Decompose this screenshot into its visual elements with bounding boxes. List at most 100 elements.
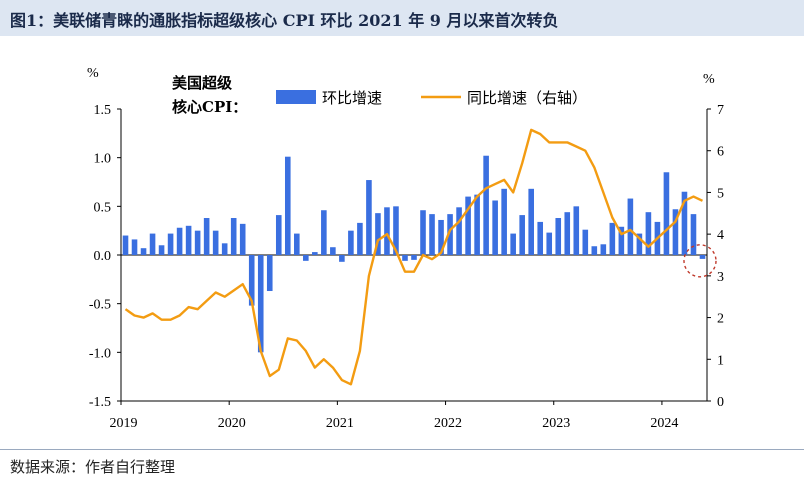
bar: [339, 255, 345, 262]
bar: [248, 255, 255, 306]
bar: [239, 223, 246, 255]
x-tick-label: 2022: [434, 416, 462, 431]
chart: % % 1.5 1.0 0.5 0.0 -0.5 -1.0 -1.5 7 6 5 4 3 2 1 0 2019 20…: [87, 66, 724, 431]
bar: [501, 188, 507, 255]
bar: [609, 222, 616, 255]
bar: [564, 212, 571, 255]
right-tick-label: 5: [717, 186, 724, 201]
source-divider: [0, 449, 804, 450]
right-unit-label: %: [703, 72, 715, 87]
right-tick-label: 2: [717, 312, 724, 327]
bar: [131, 239, 138, 255]
bar: [203, 218, 210, 255]
bar: [663, 172, 670, 255]
annotation: [683, 244, 717, 278]
highlight-circle: [683, 244, 717, 278]
bar: [456, 207, 462, 255]
bar: [492, 200, 498, 255]
bar: [303, 255, 309, 261]
right-tick-label: 7: [717, 103, 724, 118]
right-tick-label: 0: [717, 395, 724, 410]
series-label-line-2: 核心CPI：: [172, 98, 247, 116]
left-tick-label: -1.0: [89, 346, 111, 361]
bar: [618, 226, 625, 255]
bar: [699, 255, 706, 259]
x-tick-label: 2023: [542, 416, 570, 431]
bar: [312, 252, 318, 255]
bar: [582, 229, 589, 255]
bar: [221, 243, 228, 255]
line-series: [124, 128, 704, 386]
right-tick-label: 6: [717, 145, 724, 160]
source-note: 数据来源：作者自行整理: [10, 458, 176, 476]
bar: [411, 255, 417, 260]
x-tick-label: 2020: [218, 416, 246, 431]
left-tick-label: 1.5: [94, 103, 112, 118]
bar: [519, 215, 525, 255]
bar: [348, 230, 354, 255]
bar: [284, 156, 291, 255]
bar: [357, 222, 363, 255]
bar: [393, 206, 399, 255]
bar: [537, 221, 544, 255]
x-tick-label: 2024: [650, 416, 678, 431]
left-tick-label: -1.5: [89, 395, 111, 410]
bar: [366, 180, 372, 255]
bar: [330, 247, 336, 255]
bar: [212, 230, 219, 255]
legend-line-label: 同比增速（右轴）: [467, 89, 587, 107]
series-label-line-1: 美国超级: [172, 74, 233, 92]
left-tick-label: 0.0: [94, 249, 112, 264]
left-unit-label: %: [87, 66, 99, 81]
bar: [528, 188, 534, 255]
left-tick-label: -0.5: [89, 298, 111, 313]
bar: [185, 225, 192, 255]
bar: [375, 213, 381, 255]
bar: [194, 230, 201, 255]
bar: [167, 233, 174, 255]
right-tick-label: 4: [717, 228, 724, 243]
bar: [257, 255, 264, 353]
x-tick-label: 2021: [326, 416, 354, 431]
bar: [510, 233, 516, 255]
yoy-line: [124, 128, 704, 386]
bar: [294, 233, 300, 255]
bar: [321, 210, 327, 255]
bar: [681, 191, 688, 255]
bar: [636, 233, 643, 255]
bar: [176, 227, 183, 255]
bar: [438, 219, 444, 255]
right-tick-label: 3: [717, 270, 724, 285]
bar: [230, 218, 237, 255]
bar: [447, 214, 453, 255]
bar: [645, 212, 652, 255]
legend-bar-label: 环比增速: [322, 89, 382, 107]
bar: [483, 155, 489, 255]
bar: [690, 214, 697, 255]
bar: [672, 209, 679, 255]
left-tick-label: 0.5: [94, 200, 112, 215]
bar: [420, 210, 426, 255]
bar: [149, 233, 156, 255]
bar: [140, 248, 147, 255]
legend-bar-swatch: [276, 90, 316, 104]
left-tick-label: 1.0: [94, 152, 112, 167]
bar: [465, 196, 471, 255]
bar: [474, 194, 480, 255]
x-tick-label: 2019: [110, 416, 138, 431]
bar: [122, 235, 129, 255]
bar: [573, 206, 580, 255]
chart-axes: % % 1.5 1.0 0.5 0.0 -0.5 -1.0 -1.5 7 6 5 4 3 2 1 0 2019 20…: [87, 66, 724, 431]
bar: [591, 246, 598, 255]
right-tick-label: 1: [717, 353, 724, 368]
bar: [384, 207, 390, 255]
figure-title: 图1：美联储青睐的通胀指标超级核心 CPI 环比 2021 年 9 月以来首次转…: [10, 11, 559, 30]
bar-series: [122, 155, 706, 353]
title-bar: [0, 0, 804, 36]
bar: [600, 244, 607, 255]
bar: [546, 232, 553, 255]
bar: [275, 215, 282, 255]
bar: [158, 245, 165, 255]
bar: [266, 255, 273, 292]
